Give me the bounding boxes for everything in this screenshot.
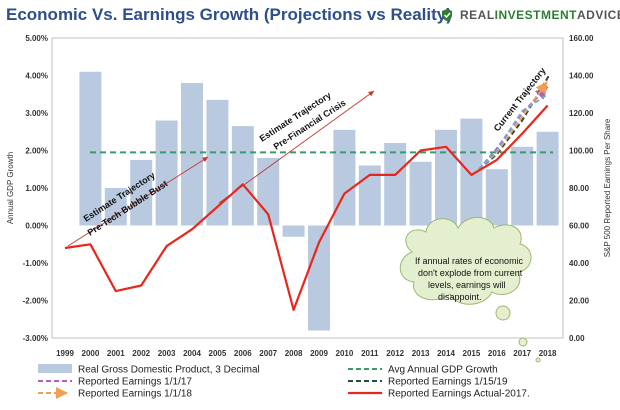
y-left-tick: 1.00% [25,184,48,193]
y-left-tick: -3.00% [23,334,48,343]
y-right-tick: 140.00 [569,72,594,81]
trend-arrow-tech [67,156,209,247]
x-tick: 2013 [412,349,430,358]
axes: -3.00% -2.00% -1.00% 0.00% 1.00% 2.00% 3.00% 4.… [6,34,612,358]
gdp-bar [181,83,203,226]
gdp-bar [79,71,102,226]
y-left-tick: 5.00% [25,34,48,43]
brand-suffix: ADVICE [577,8,620,22]
plot-border [51,37,564,339]
x-tick: 2015 [463,349,481,358]
legend-swatch-box [38,364,72,373]
y-left-label: Annual GDP Growth [6,152,15,224]
projection-line [478,93,549,170]
gdp-bar [104,188,127,226]
cloud-line-3: levels, earnings will [428,280,506,290]
legend-label: Avg Annual GDP Growth [388,365,498,376]
trend-arrows [67,90,375,247]
x-tick: 2017 [513,349,531,358]
x-tick: 2008 [285,349,303,358]
x-tick: 2016 [488,349,506,358]
x-tick: 2009 [310,349,328,358]
x-tick: 2005 [209,349,227,358]
y-left-tick: 0.00% [25,222,48,231]
y-right-tick: 100.00 [569,147,594,156]
y-right-tick: 0.00 [569,334,585,343]
cloud-line-2: don't explode from current [418,268,523,278]
legend-label: Reported Earnings 1/1/17 [78,377,192,388]
y-right-tick: 160.00 [569,34,594,43]
x-tick: 2006 [234,349,252,358]
gdp-bar [206,99,229,226]
legend-label: Real Gross Domestic Product, 3 Decimal [78,365,260,376]
brand-logo: REAL INVESTMENT ADVICE [440,8,620,22]
annotation-current: Current Trajectory [492,66,548,134]
plot-frame [51,37,564,339]
x-tick: 2007 [259,349,277,358]
y-left-tick: -1.00% [23,259,48,268]
gdp-bar [282,225,305,237]
y-left-tick: 3.00% [25,109,48,118]
x-tick: 2002 [132,349,150,358]
y-right-tick: 120.00 [569,109,594,118]
gdp-bar [536,131,559,226]
legend-label: Reported Earnings 1/15/19 [388,377,508,388]
y-right-label: S&P 500 Reported Earnings Per Share [603,118,612,257]
x-tick: 2014 [437,349,455,358]
gdp-bars [79,71,559,331]
legend-label: Reported Earnings Actual-2017. [388,389,530,400]
cloud-line-1: If annual rates of economic [415,256,524,266]
x-tick: 2011 [361,349,379,358]
brand-prefix: REAL [460,8,495,22]
x-tick: 2001 [107,349,125,358]
x-tick: 2004 [183,349,201,358]
gdp-bar [460,118,483,226]
trend-arrow-financial [218,90,375,204]
gdp-bar [485,169,508,226]
gdp-bar [130,159,153,226]
actual-earnings-line [64,104,549,311]
y-right-tick: 40.00 [569,259,590,268]
y-left-tick: 2.00% [25,147,48,156]
brand-bold: INVESTMENT [494,8,578,22]
y-right-tick: 80.00 [569,184,590,193]
gdp-bar [308,225,330,331]
chart-title: Economic Vs. Earnings Growth (Projection… [6,5,452,24]
legend-label: Reported Earnings 1/1/18 [78,389,192,400]
gdp-bar [231,126,254,226]
gdp-bar [435,129,457,226]
gdp-bar [384,143,407,226]
y-right-tick: 20.00 [569,297,590,306]
legend: Real Gross Domestic Product, 3 Decimal Av… [38,364,530,400]
gdp-bar [333,129,356,226]
gdp-bar [155,120,178,226]
x-tick: 2012 [386,349,404,358]
gdp-bar [358,165,381,226]
cloud-line-4: disappoint. [438,292,482,302]
callout-cloud: If annual rates of economic don't explod… [399,217,541,363]
gdp-bar [511,146,534,226]
gdp-bar [409,161,432,226]
y-left-tick: 4.00% [25,72,48,81]
y-right-tick: 60.00 [569,222,590,231]
x-tick: 1999 [56,349,74,358]
shield-icon [442,9,452,21]
x-tick: 2000 [82,349,100,358]
earnings-lines [64,73,551,311]
x-tick: 2003 [158,349,176,358]
y-left-tick: -2.00% [23,297,48,306]
x-tick: 2018 [539,349,557,358]
x-tick: 2010 [336,349,354,358]
